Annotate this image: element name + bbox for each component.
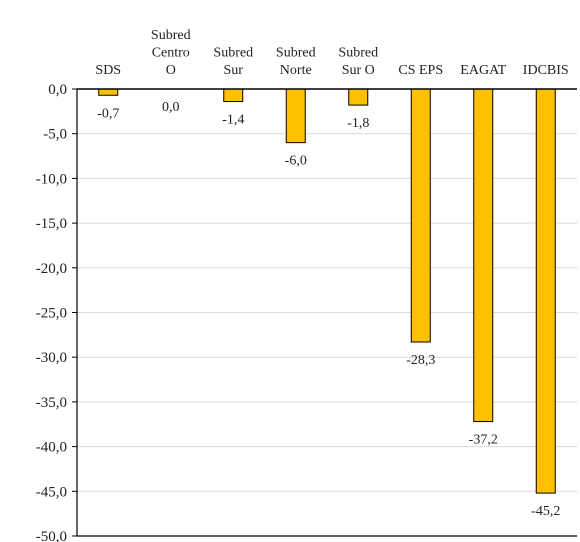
category-label: IDCBIS — [523, 63, 569, 78]
y-tick-label: -20,0 — [36, 261, 67, 277]
bar — [348, 88, 369, 106]
y-tick-label: -5,0 — [43, 127, 67, 143]
y-tick-label: -10,0 — [36, 171, 67, 187]
data-label: -37,2 — [469, 433, 498, 448]
category-label: Norte — [280, 63, 312, 78]
y-tick-label: -50,0 — [36, 529, 67, 542]
category-label: Subred — [276, 46, 316, 61]
bar — [223, 88, 244, 103]
category-label: Sur O — [342, 63, 375, 78]
data-label: -28,3 — [406, 353, 435, 368]
bar — [410, 88, 431, 343]
data-label: -6,0 — [285, 154, 307, 169]
bar — [535, 88, 556, 494]
y-tick-labels: 0,0 -5,0 -10,0 -15,0 -20,0 -25,0 -30,0 -35,0 -40… — [36, 82, 67, 542]
gridlines — [77, 133, 577, 537]
bar — [98, 88, 119, 96]
bars — [98, 88, 556, 494]
data-labels: -0,7 0,0 -1,4 -6,0 -1,8 -28,3 -37,2 -45,2 — [97, 100, 560, 519]
category-label: SDS — [95, 63, 121, 78]
bar — [285, 88, 306, 144]
data-label: -1,4 — [222, 113, 244, 128]
y-tick-label: -25,0 — [36, 306, 67, 322]
y-tick-label: -45,0 — [36, 484, 67, 500]
y-tick-label: -15,0 — [36, 216, 67, 232]
category-labels: SDS Subred Centro O Subred Sur Subred Norte Subr… — [95, 28, 568, 78]
category-label: Centro — [152, 46, 190, 61]
y-tick-label: -35,0 — [36, 395, 67, 411]
data-label: -0,7 — [97, 106, 119, 121]
y-tick-label: 0,0 — [48, 82, 67, 98]
bar — [473, 88, 494, 423]
category-label: Subred — [213, 46, 253, 61]
data-label: 0,0 — [162, 100, 180, 115]
category-label: CS EPS — [398, 63, 443, 78]
data-label: -45,2 — [531, 504, 560, 519]
axes — [72, 88, 577, 537]
category-label: Sur — [224, 63, 244, 78]
data-label: -1,8 — [347, 116, 369, 131]
category-label: Subred — [338, 46, 378, 61]
category-label: Subred — [151, 28, 191, 43]
category-label: O — [166, 63, 176, 78]
y-tick-label: -40,0 — [36, 440, 67, 456]
category-label: EAGAT — [460, 63, 506, 78]
y-tick-label: -30,0 — [36, 350, 67, 366]
